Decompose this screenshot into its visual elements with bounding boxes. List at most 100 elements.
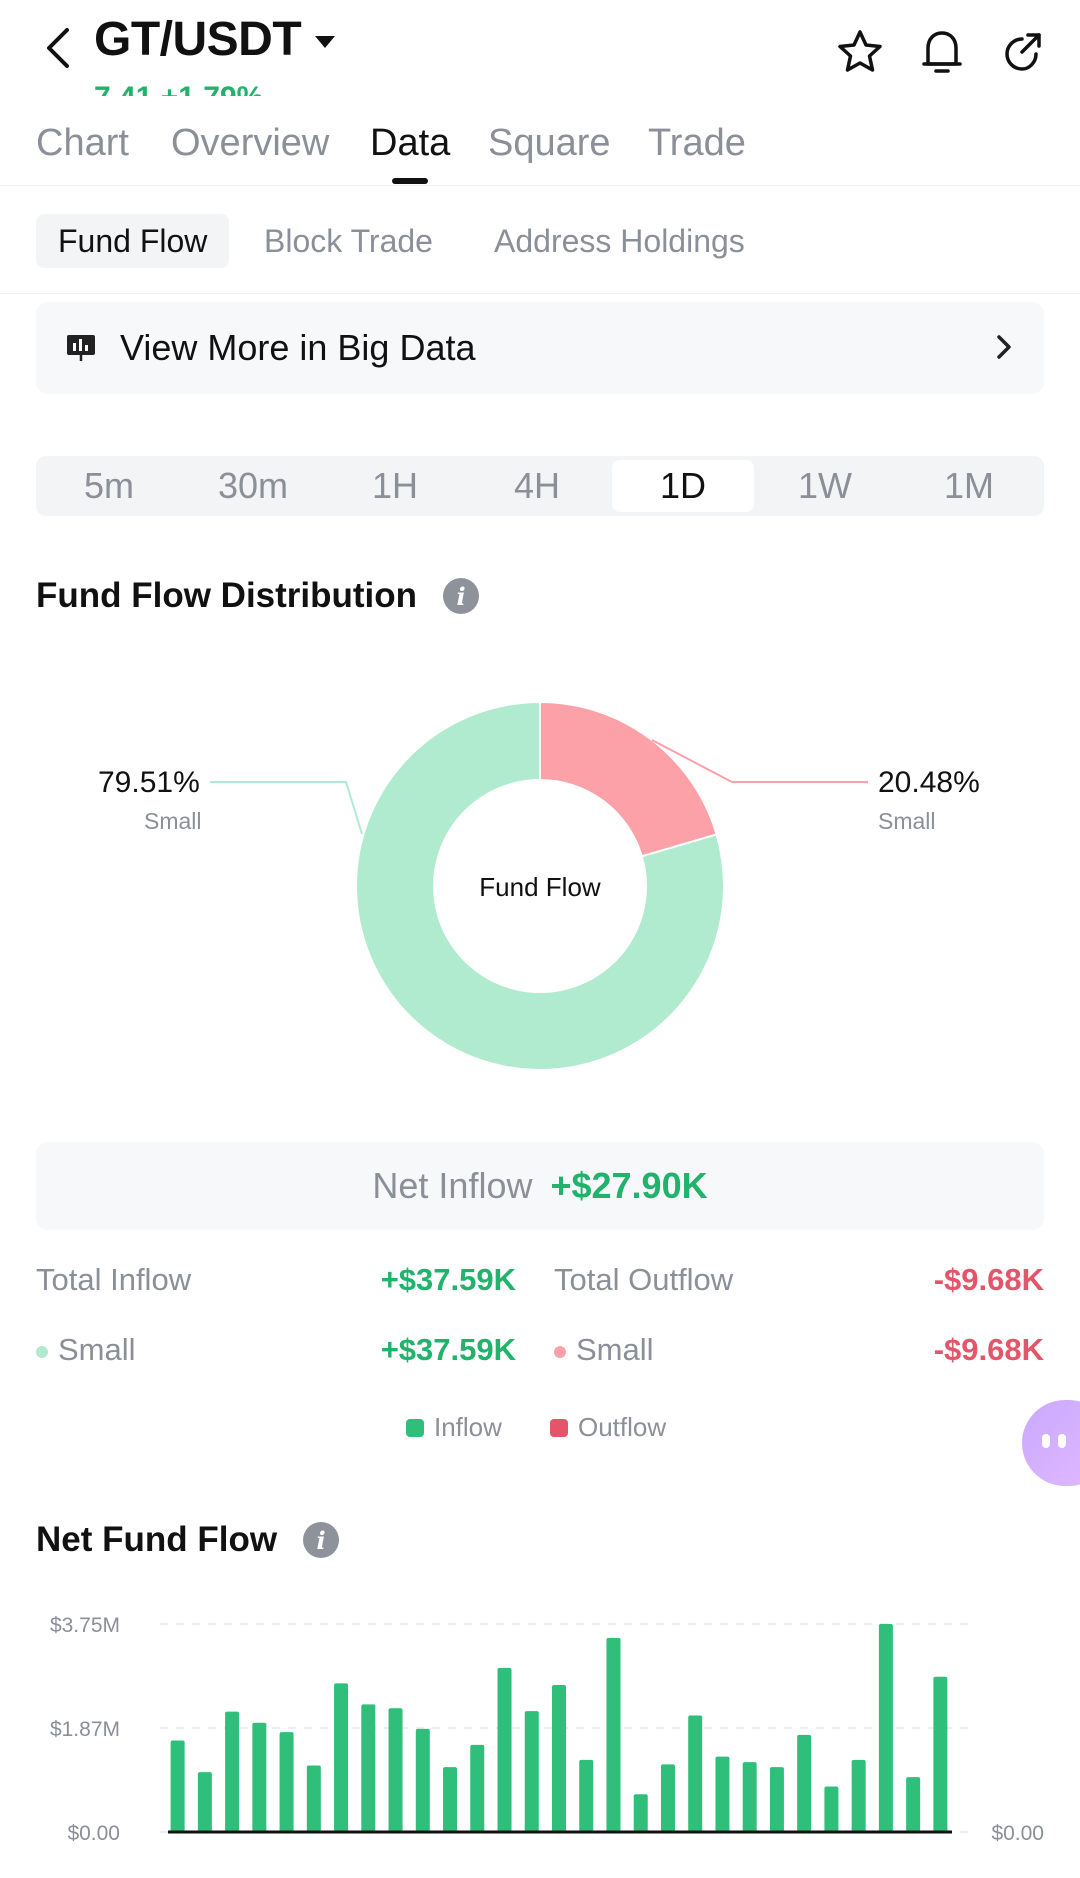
inflow-dot-icon — [36, 1345, 48, 1358]
net-flow-bar[interactable] — [552, 1685, 566, 1832]
small-outflow-value: -$9.68K — [933, 1332, 1044, 1367]
net-flow-bar[interactable] — [906, 1777, 921, 1832]
alert-button[interactable] — [914, 24, 970, 80]
net-flow-bar[interactable] — [715, 1756, 730, 1832]
net-flow-bar[interactable] — [797, 1734, 812, 1832]
pair-selector[interactable]: GT/USDT — [94, 12, 336, 67]
big-data-link[interactable]: View More in Big Data — [36, 302, 1044, 394]
net-flow-bar[interactable] — [470, 1744, 485, 1832]
net-flow-bar[interactable] — [769, 1767, 784, 1832]
active-tab-indicator — [392, 178, 428, 184]
net-flow-bar[interactable] — [688, 1715, 703, 1832]
back-button[interactable] — [30, 20, 86, 76]
net-flow-bar[interactable] — [933, 1676, 948, 1832]
total-outflow-value: -$9.68K — [933, 1262, 1044, 1297]
outflow-leader-line — [651, 739, 868, 783]
total-inflow-label: Total Inflow — [36, 1262, 192, 1297]
net-flow-bar[interactable] — [225, 1711, 240, 1832]
net-flow-bar[interactable] — [497, 1667, 512, 1832]
outflow-type-label: Small — [878, 808, 936, 834]
net-flow-bar[interactable] — [606, 1637, 621, 1832]
info-icon[interactable]: i — [303, 1522, 340, 1558]
net-flow-title: Net Fund Flow — [36, 1520, 278, 1559]
net-inflow-value: +$27.90K — [550, 1165, 708, 1206]
small-outflow-label-wrap: Small — [554, 1332, 654, 1368]
subtab-address-holdings[interactable]: Address Holdings — [494, 223, 745, 259]
period-1m[interactable]: 1M — [943, 465, 994, 506]
main-tabs: Chart Overview Data Square Trade — [0, 112, 1080, 186]
subtab-block-trade[interactable]: Block Trade — [264, 223, 433, 259]
net-flow-bar[interactable] — [334, 1683, 349, 1832]
period-1w[interactable]: 1W — [798, 465, 852, 506]
net-fund-flow-chart: $3.75M $1.87M $0.00 $0.00 — [0, 1600, 1080, 1870]
net-flow-bar[interactable] — [660, 1764, 675, 1832]
chevron-left-icon — [47, 28, 69, 68]
period-4h[interactable]: 4H — [513, 465, 561, 506]
period-30m[interactable]: 30m — [217, 465, 289, 506]
info-icon[interactable]: i — [443, 578, 480, 614]
tab-chart[interactable]: Chart — [36, 122, 129, 164]
net-flow-bar[interactable] — [851, 1759, 866, 1832]
y-tick-label: $1.87M — [50, 1718, 120, 1741]
net-inflow-label: Net Inflow — [372, 1165, 533, 1206]
donut-slice-inflow[interactable] — [355, 700, 725, 1071]
period-1h[interactable]: 1H — [371, 465, 419, 506]
share-button[interactable] — [994, 24, 1050, 80]
price-change: 7.41 +1.79% — [94, 78, 263, 96]
totals-row: Total Inflow +$37.59K Total Outflow -$9.… — [36, 1262, 1044, 1306]
net-flow-bar[interactable] — [824, 1786, 839, 1832]
tab-overview[interactable]: Overview — [171, 122, 330, 164]
donut-slice-outflow[interactable] — [539, 700, 718, 858]
net-flow-bar[interactable] — [197, 1772, 212, 1832]
net-flow-bar[interactable] — [443, 1767, 458, 1832]
tab-square[interactable]: Square — [488, 122, 611, 164]
small-inflow-value: +$37.59K — [380, 1332, 516, 1367]
fund-flow-donut: 79.51% Small 20.48% Small Fund Flow — [0, 640, 1080, 1100]
net-flow-bar[interactable] — [579, 1759, 594, 1832]
bubble-eye-icon — [1042, 1434, 1050, 1448]
outflow-percent-label: 20.48% — [878, 766, 980, 799]
tab-trade[interactable]: Trade — [648, 122, 746, 164]
net-flow-bar[interactable] — [252, 1722, 267, 1832]
net-inflow-box: Net Inflow +$27.90K — [36, 1142, 1044, 1230]
net-flow-bar[interactable] — [878, 1624, 893, 1832]
small-orders-row: Small +$37.59K Small -$9.68K — [36, 1332, 1044, 1376]
period-1d[interactable]: 1D — [612, 460, 754, 512]
net-flow-bar[interactable] — [742, 1762, 757, 1832]
net-flow-title-row: Net Fund Flow i — [36, 1520, 340, 1560]
subtab-fund-flow[interactable]: Fund Flow — [36, 214, 230, 268]
legend-inflow[interactable]: Inflow — [406, 1412, 502, 1443]
y-tick-label: $3.75M — [50, 1614, 120, 1637]
small-outflow-label: Small — [576, 1332, 654, 1367]
chevron-right-icon — [997, 335, 1011, 359]
total-outflow-label: Total Outflow — [554, 1262, 734, 1297]
tab-data[interactable]: Data — [370, 122, 451, 164]
small-inflow-label-wrap: Small — [36, 1332, 136, 1368]
net-flow-bar[interactable] — [170, 1740, 185, 1832]
net-flow-bar[interactable] — [388, 1708, 403, 1832]
distribution-title: Fund Flow Distribution — [36, 576, 418, 615]
big-data-label: View More in Big Data — [120, 327, 476, 368]
inflow-swatch-icon — [406, 1418, 424, 1437]
y-tick-label: $0.00 — [67, 1822, 120, 1845]
flow-legend: Inflow Outflow — [0, 1412, 1080, 1448]
net-flow-bar[interactable] — [306, 1765, 321, 1832]
net-flow-bar[interactable] — [279, 1732, 294, 1832]
legend-outflow[interactable]: Outflow — [550, 1412, 666, 1443]
share-icon — [1005, 33, 1041, 71]
net-flow-bar[interactable] — [415, 1728, 430, 1832]
inflow-leader-line — [210, 781, 363, 835]
favorite-button[interactable] — [832, 24, 888, 80]
net-flow-bar[interactable] — [524, 1711, 539, 1832]
caret-down-icon — [315, 35, 336, 48]
right-axis-tick-label: $0.00 — [991, 1822, 1044, 1845]
legend-inflow-label: Inflow — [434, 1412, 502, 1442]
inflow-percent-label: 79.51% — [98, 766, 200, 799]
total-inflow-value: +$37.59K — [380, 1262, 516, 1297]
legend-outflow-label: Outflow — [578, 1412, 667, 1442]
period-5m[interactable]: 5m — [83, 465, 134, 506]
net-flow-bar[interactable] — [361, 1704, 376, 1832]
net-flow-bar[interactable] — [633, 1794, 648, 1832]
small-inflow-label: Small — [58, 1332, 136, 1367]
star-icon — [838, 30, 882, 72]
